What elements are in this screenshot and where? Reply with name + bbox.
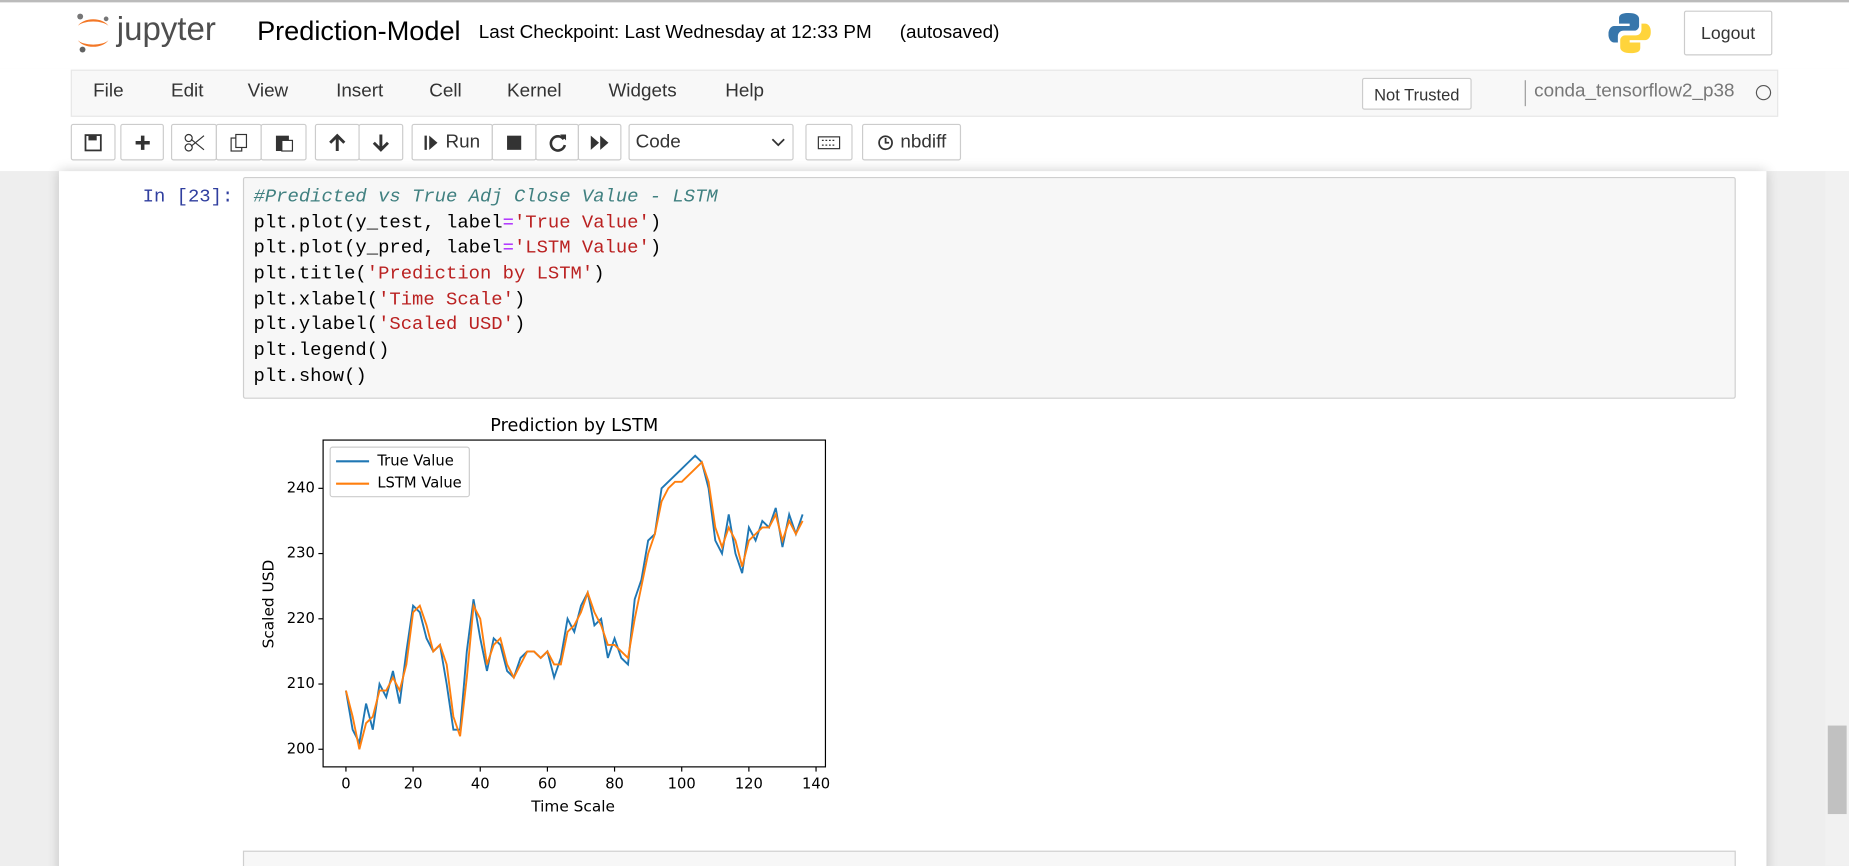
- code-token: ): [649, 237, 662, 259]
- x-axis-label: Time Scale: [530, 797, 615, 815]
- x-tick-label: 140: [802, 776, 830, 793]
- menu-item[interactable]: Help: [725, 81, 765, 102]
- cell-type-select[interactable]: Code: [628, 123, 794, 161]
- plot-frame: [322, 439, 827, 768]
- logout-button[interactable]: Logout: [1683, 10, 1773, 56]
- keyboard-button[interactable]: [805, 123, 853, 161]
- menu-item[interactable]: Widgets: [608, 81, 677, 102]
- menu-item[interactable]: View: [247, 81, 289, 102]
- menu-item[interactable]: Kernel: [507, 81, 562, 102]
- add-cell-button[interactable]: [120, 123, 164, 161]
- autosave-status: (autosaved): [899, 22, 1000, 43]
- code-line: #Predicted vs True Adj Close Value - LST…: [254, 186, 718, 207]
- menu-item[interactable]: Cell: [429, 81, 462, 102]
- data-line: [345, 460, 804, 750]
- code-line: plt.xlabel('Time Scale'): [254, 289, 526, 310]
- next-cell[interactable]: [242, 850, 1736, 866]
- code-token: plt.title(: [253, 263, 367, 285]
- x-tick-label: 20: [404, 776, 423, 793]
- code-line: plt.ylabel('Scaled USD'): [254, 314, 526, 335]
- trust-button[interactable]: Not Trusted: [1361, 77, 1472, 110]
- code-token: plt.plot(y_test, label: [253, 212, 503, 234]
- y-tick-label: 240: [287, 479, 315, 496]
- menu-item[interactable]: File: [93, 81, 124, 102]
- copy-button[interactable]: [215, 123, 262, 161]
- y-axis-label: Scaled USD: [259, 560, 277, 649]
- code-token: 'Scaled USD': [378, 313, 514, 336]
- code-token: =: [502, 237, 514, 259]
- y-tick-label: 200: [287, 740, 315, 757]
- code-token: plt.ylabel(: [253, 313, 379, 336]
- move-down-button[interactable]: [358, 123, 404, 161]
- legend-label: LSTM Value: [377, 475, 461, 492]
- menu-item[interactable]: Edit: [170, 81, 204, 102]
- notebook-name[interactable]: Prediction-Model: [257, 15, 461, 47]
- python-logo: [1608, 12, 1651, 54]
- restart-button[interactable]: [535, 123, 579, 161]
- menubar: [70, 69, 1779, 117]
- code-token: plt.legend(): [253, 339, 390, 362]
- code-line: plt.show(): [254, 366, 367, 387]
- x-tick-label: 100: [668, 776, 696, 793]
- code-token: ): [649, 212, 662, 234]
- code-token: plt.plot(y_pred, label: [253, 237, 503, 259]
- x-tick-label: 80: [605, 776, 624, 793]
- chart-title: Prediction by LSTM: [490, 416, 658, 436]
- paste-button[interactable]: [260, 123, 307, 161]
- kernel-status: [1755, 84, 1772, 101]
- code-token: #Predicted vs True Adj Close Value - LST…: [253, 186, 718, 208]
- x-tick-label: 120: [735, 776, 763, 793]
- code-token: 'LSTM Value': [513, 237, 650, 259]
- code-token: =: [502, 212, 514, 234]
- cell-type-label: Code: [635, 131, 681, 152]
- code-line: plt.legend(): [254, 340, 390, 361]
- code-cell[interactable]: [242, 176, 1736, 399]
- nbdiff-button[interactable]: nbdiff: [861, 123, 962, 161]
- code-token: plt.show(): [253, 365, 367, 387]
- code-token: 'True Value': [513, 212, 650, 234]
- code-token: 'Time Scale': [378, 289, 514, 311]
- cut-button[interactable]: [170, 123, 217, 161]
- code-line: plt.title('Prediction by LSTM'): [254, 263, 605, 284]
- header: [0, 0, 1849, 69]
- code-token: ): [593, 263, 605, 285]
- legend-label: True Value: [376, 452, 453, 469]
- x-tick-label: 0: [341, 776, 350, 793]
- y-tick-label: 230: [287, 545, 315, 562]
- run-label: Run: [445, 131, 481, 152]
- code-line: plt.plot(y_pred, label='LSTM Value'): [254, 237, 662, 258]
- x-tick-label: 60: [538, 776, 557, 793]
- code-token: plt.xlabel(: [253, 289, 379, 311]
- logo-text: jupyter: [116, 10, 216, 48]
- scroll-thumb[interactable]: [1827, 725, 1847, 815]
- run-button[interactable]: Run: [411, 123, 493, 161]
- y-tick-label: 210: [287, 675, 315, 692]
- checkpoint: Last Checkpoint: Last Wednesday at 12:33…: [478, 22, 872, 43]
- scrollbar[interactable]: [1825, 171, 1849, 866]
- menu-item[interactable]: Insert: [336, 81, 384, 102]
- code-line: plt.plot(y_test, label='True Value'): [254, 212, 662, 233]
- code-token: 'Prediction by LSTM': [366, 263, 594, 285]
- separator: [1524, 80, 1526, 107]
- x-tick-label: 40: [471, 776, 490, 793]
- nbdiff-label: nbdiff: [900, 131, 947, 152]
- data-line: [345, 454, 804, 746]
- logo-icon: [77, 13, 109, 53]
- save-button[interactable]: [70, 123, 116, 161]
- code-token: ): [513, 289, 526, 311]
- code-token: ): [513, 313, 526, 336]
- input-prompt: In [23]:: [142, 186, 234, 208]
- kernel-name: conda_tensorflow2_p38: [1534, 81, 1735, 102]
- run-all-button[interactable]: [577, 123, 622, 161]
- y-tick-label: 220: [287, 610, 315, 627]
